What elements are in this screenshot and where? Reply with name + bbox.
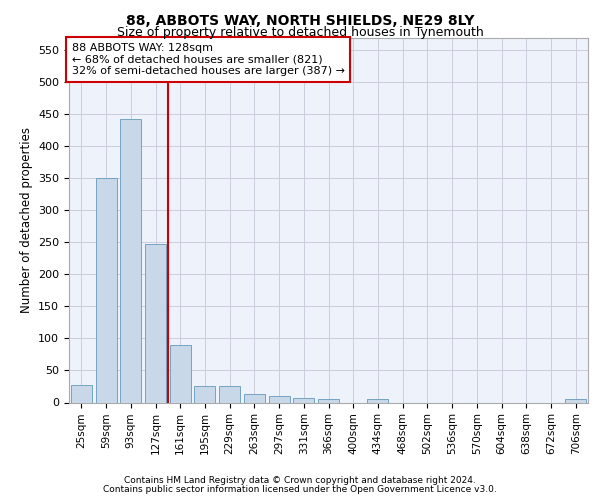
Text: Contains public sector information licensed under the Open Government Licence v3: Contains public sector information licen… [103,484,497,494]
Bar [244,394,265,402]
Bar [145,244,166,402]
Text: Contains HM Land Registry data © Crown copyright and database right 2024.: Contains HM Land Registry data © Crown c… [124,476,476,485]
Bar [194,386,215,402]
Text: 88, ABBOTS WAY, NORTH SHIELDS, NE29 8LY: 88, ABBOTS WAY, NORTH SHIELDS, NE29 8LY [126,14,474,28]
Bar [95,178,116,402]
Bar [565,400,586,402]
Bar [318,398,339,402]
Bar [120,119,141,403]
Text: Size of property relative to detached houses in Tynemouth: Size of property relative to detached ho… [116,26,484,39]
Bar [170,345,191,403]
Y-axis label: Number of detached properties: Number of detached properties [20,127,32,313]
Bar [293,398,314,402]
Bar [219,386,240,402]
Bar [367,400,388,402]
Bar [71,385,92,402]
Bar [269,396,290,402]
Text: 88 ABBOTS WAY: 128sqm
← 68% of detached houses are smaller (821)
32% of semi-det: 88 ABBOTS WAY: 128sqm ← 68% of detached … [71,43,344,76]
